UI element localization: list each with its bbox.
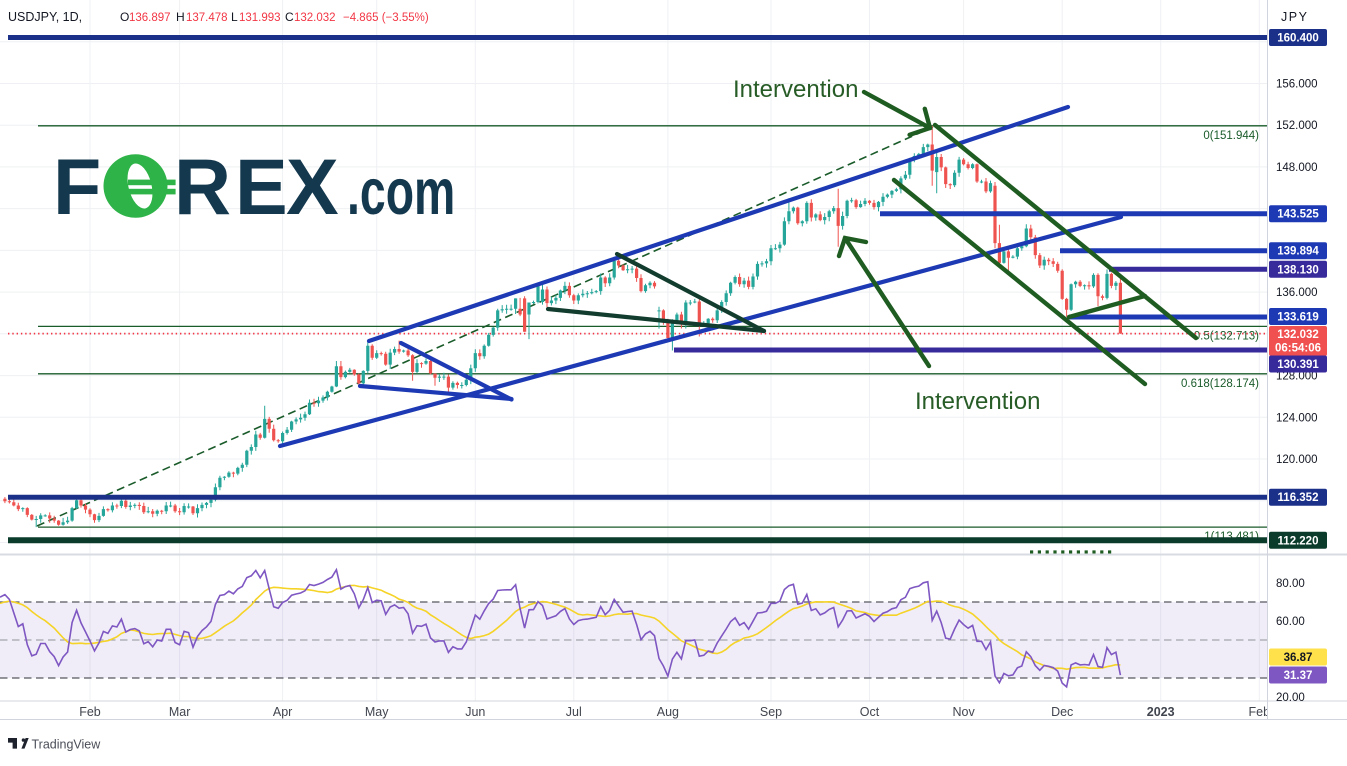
svg-text:132.032: 132.032 <box>1277 329 1319 341</box>
svg-text:124.000: 124.000 <box>1276 412 1318 424</box>
svg-text:.com: .com <box>347 155 455 227</box>
svg-text:Jun: Jun <box>465 705 485 719</box>
svg-text:−4.865 (−3.55%): −4.865 (−3.55%) <box>343 12 429 24</box>
svg-text:148.000: 148.000 <box>1276 162 1318 174</box>
svg-text:Intervention: Intervention <box>915 388 1040 415</box>
svg-text:36.87: 36.87 <box>1284 652 1313 664</box>
svg-text:TradingView: TradingView <box>32 738 102 752</box>
svg-text:139.894: 139.894 <box>1277 246 1319 258</box>
svg-text:130.391: 130.391 <box>1277 359 1319 371</box>
svg-text:160.400: 160.400 <box>1277 33 1319 45</box>
svg-text:137.478: 137.478 <box>186 12 228 24</box>
svg-text:132.032: 132.032 <box>294 12 336 24</box>
svg-text:Jul: Jul <box>566 705 582 719</box>
svg-text:USDJPY, 1D,: USDJPY, 1D, <box>8 10 82 24</box>
svg-text:31.37: 31.37 <box>1284 670 1313 682</box>
svg-text:C: C <box>285 10 294 24</box>
svg-text:0(151.944): 0(151.944) <box>1203 130 1259 142</box>
svg-text:Mar: Mar <box>169 705 191 719</box>
svg-text:133.619: 133.619 <box>1277 312 1319 324</box>
svg-text:80.00: 80.00 <box>1276 578 1305 590</box>
svg-text:May: May <box>365 705 389 719</box>
svg-text:L: L <box>231 10 238 24</box>
svg-text:138.130: 138.130 <box>1277 264 1319 276</box>
svg-text:Oct: Oct <box>860 705 880 719</box>
svg-text:O: O <box>120 10 129 24</box>
svg-text:Aug: Aug <box>657 705 679 719</box>
svg-text:156.000: 156.000 <box>1276 79 1318 91</box>
svg-text:20.00: 20.00 <box>1276 692 1305 704</box>
svg-text:F: F <box>53 142 101 231</box>
svg-text:0.618(128.174): 0.618(128.174) <box>1181 378 1259 390</box>
svg-text:0.5(132.713): 0.5(132.713) <box>1194 330 1259 342</box>
svg-text:143.525: 143.525 <box>1277 209 1319 221</box>
svg-text:H: H <box>176 10 185 24</box>
svg-text:Feb: Feb <box>79 705 101 719</box>
svg-text:Feb: Feb <box>1249 705 1271 719</box>
svg-text:152.000: 152.000 <box>1276 120 1318 132</box>
svg-text:X: X <box>286 142 339 231</box>
svg-text:Apr: Apr <box>273 705 292 719</box>
svg-text:R: R <box>174 142 231 231</box>
svg-text:Intervention: Intervention <box>733 76 858 103</box>
svg-text:2023: 2023 <box>1147 705 1175 719</box>
svg-text:128.000: 128.000 <box>1276 371 1318 383</box>
svg-text:136.897: 136.897 <box>129 12 171 24</box>
svg-text:131.993: 131.993 <box>239 12 281 24</box>
svg-text:E: E <box>235 142 288 231</box>
svg-text:112.220: 112.220 <box>1278 535 1319 547</box>
svg-text:Nov: Nov <box>952 705 975 719</box>
svg-text:116.352: 116.352 <box>1278 492 1319 504</box>
svg-text:136.000: 136.000 <box>1276 287 1318 299</box>
svg-text:JPY: JPY <box>1281 10 1308 24</box>
svg-text:06:54:06: 06:54:06 <box>1275 343 1321 355</box>
svg-text:120.000: 120.000 <box>1276 454 1318 466</box>
svg-text:Dec: Dec <box>1051 705 1073 719</box>
svg-text:60.00: 60.00 <box>1276 616 1305 628</box>
svg-text:Sep: Sep <box>760 705 782 719</box>
